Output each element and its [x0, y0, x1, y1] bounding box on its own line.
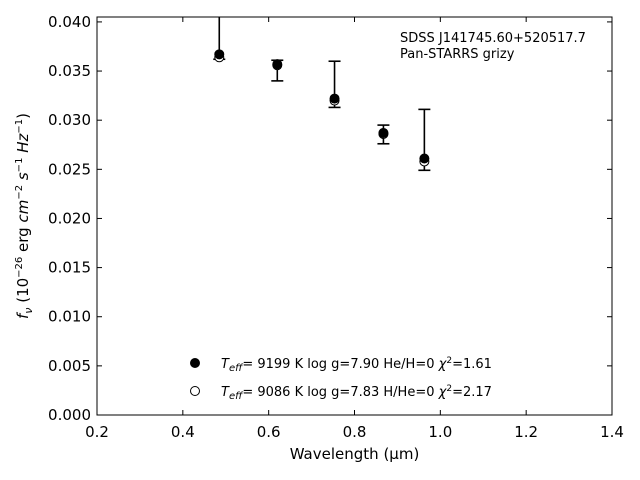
x-axis-label: Wavelength (μm): [290, 445, 420, 463]
y-axis-ticks: 0.000 0.005 0.010 0.015 0.020 0.025 0.030 0.035…: [48, 13, 612, 424]
y-tick-label: 0.020: [48, 209, 91, 227]
legend: Teff= 9199 K log g=7.90 He/H=0 χ2=1.61 Te…: [190, 356, 492, 402]
plot-frame: [96, 16, 613, 416]
legend-filled-marker: [190, 358, 200, 368]
x-tick-label: 1.2: [514, 423, 538, 441]
legend-open-marker: [190, 386, 200, 396]
x-axis-ticks: 0.2 0.4 0.6 0.8 1.0 1.2 1.4: [85, 17, 624, 441]
filled-circle-point: [329, 93, 340, 104]
y-tick-label: 0.030: [48, 111, 91, 129]
legend-entry-text: Teff= 9086 K log g=7.83 H/He=0 χ2=2.17: [221, 384, 492, 402]
x-tick-label: 1.0: [428, 423, 452, 441]
x-tick-label: 0.8: [343, 423, 367, 441]
x-tick-label: 0.2: [85, 423, 109, 441]
y-tick-label: 0.035: [48, 62, 91, 80]
x-tick-label: 0.4: [171, 423, 195, 441]
x-tick-label: 0.6: [257, 423, 281, 441]
y-tick-label: 0.015: [48, 259, 91, 277]
photometry-annotation: Pan-STARRS grizy: [400, 47, 515, 62]
y-tick-label: 0.005: [48, 357, 91, 375]
object-name-annotation: SDSS J141745.60+520517.7: [400, 31, 586, 46]
y-tick-label: 0.000: [48, 406, 91, 424]
y-tick-label: 0.040: [48, 13, 91, 31]
filled-circle-point: [419, 153, 430, 164]
legend-entry-text: Teff= 9199 K log g=7.90 He/H=0 χ2=1.61: [221, 356, 492, 374]
filled-circle-point: [214, 49, 225, 60]
filled-circle-point: [272, 59, 283, 70]
error-bars: [213, 17, 431, 172]
y-tick-label: 0.025: [48, 160, 91, 178]
y-tick-label: 0.010: [48, 308, 91, 326]
y-axis-label: fν (10−26 erg cm−2 s−1 Hz−1): [14, 113, 35, 319]
data-markers: [214, 49, 430, 167]
x-tick-label: 1.4: [600, 423, 624, 441]
filled-circle-point: [378, 127, 389, 138]
